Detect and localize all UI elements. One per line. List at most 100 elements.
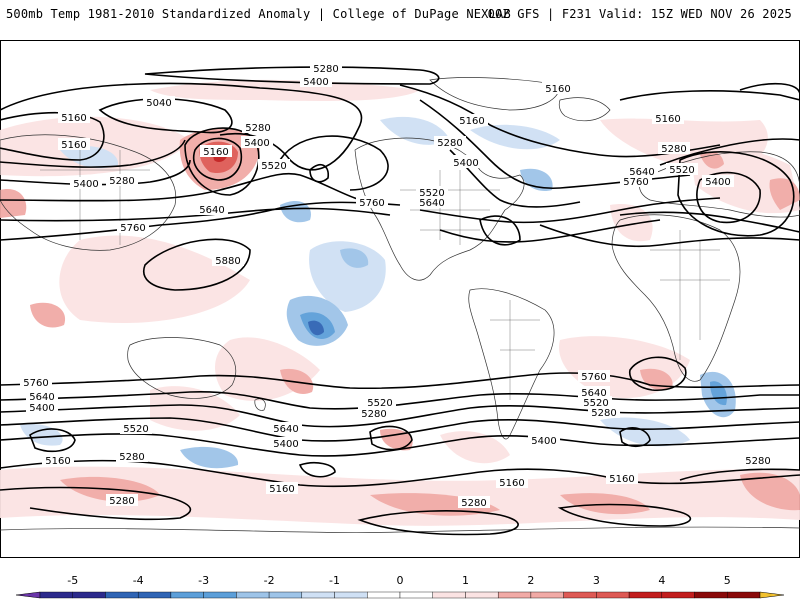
colorbar-boxes (15, 591, 785, 599)
svg-text:5400: 5400 (244, 138, 269, 149)
svg-text:5280: 5280 (361, 409, 386, 420)
anomaly-colorbar: -5 -4 -3 -2 -1 0 1 2 3 4 5 (15, 574, 785, 599)
svg-text:5520: 5520 (123, 424, 148, 435)
height-contours (0, 66, 800, 536)
svg-text:5160: 5160 (459, 116, 484, 127)
svg-text:5640: 5640 (581, 388, 606, 399)
label-5280-eu: 5280 (658, 142, 690, 155)
label-5640-atl: 5640 (416, 196, 448, 209)
svg-text:5400: 5400 (453, 158, 478, 169)
label-5040: 5040 (143, 96, 175, 109)
colorbar-box (72, 591, 106, 599)
svg-text:5760: 5760 (581, 372, 606, 383)
svg-text:5160: 5160 (61, 140, 86, 151)
svg-text:5280: 5280 (461, 498, 486, 509)
svg-text:5280: 5280 (109, 176, 134, 187)
anomaly-shading (0, 79, 800, 526)
label-5280-w: 5280 (106, 174, 138, 187)
colorbar-box (694, 591, 728, 599)
label-5400-mid: 5400 (270, 437, 302, 450)
label-5280-sp2: 5280 (458, 496, 490, 509)
label-5640-sw: 5640 (26, 390, 58, 403)
label-5880: 5880 (212, 254, 244, 267)
svg-text:5280: 5280 (109, 496, 134, 507)
svg-text:5880: 5880 (215, 256, 240, 267)
svg-text:5640: 5640 (273, 424, 298, 435)
colorbar-tick-label: -1 (329, 574, 340, 587)
label-5280-sw: 5280 (116, 450, 148, 463)
colorbar-box (432, 591, 466, 599)
colorbar-box (661, 591, 695, 599)
label-5160-sa: 5160 (496, 476, 528, 489)
colorbar-tick-label: 3 (593, 574, 600, 587)
label-5160-sw: 5160 (42, 454, 74, 467)
svg-text:5160: 5160 (203, 147, 228, 158)
colorbar-tick-label: -3 (198, 574, 209, 587)
colorbar-box (628, 591, 663, 599)
colorbar-box (367, 591, 401, 599)
colorbar-ticks: -5 -4 -3 -2 -1 0 1 2 3 4 5 (67, 574, 731, 587)
label-5760-wp: 5760 (117, 221, 149, 234)
colorbar-tick-label: -4 (133, 574, 144, 587)
colorbar-tick-label: -5 (67, 574, 78, 587)
label-5160-si: 5160 (606, 472, 638, 485)
anomaly-map: 5280 5400 5160 5040 5160 5280 5400 5160 … (0, 40, 800, 558)
colorbar-box (399, 591, 433, 599)
svg-text:5280: 5280 (591, 408, 616, 419)
label-5160-eu: 5160 (652, 112, 684, 125)
label-5640-sa: 5640 (578, 386, 610, 399)
label-5760-na: 5760 (356, 196, 388, 209)
svg-text:5640: 5640 (419, 198, 444, 209)
label-5640-eu: 5640 (626, 165, 658, 178)
svg-text:5280: 5280 (745, 456, 770, 467)
svg-text:5400: 5400 (303, 77, 328, 88)
svg-text:5520: 5520 (669, 165, 694, 176)
colorbar-tick-label: -2 (264, 574, 275, 587)
colorbar-box (268, 591, 303, 599)
label-5280-mid: 5280 (358, 407, 390, 420)
label-5160-atl: 5160 (542, 82, 574, 95)
svg-text:5040: 5040 (146, 98, 171, 109)
label-5520-sw: 5520 (120, 422, 152, 435)
label-5280-ak: 5280 (242, 121, 274, 134)
colorbar-box (170, 591, 204, 599)
svg-text:5520: 5520 (419, 188, 444, 199)
svg-text:5160: 5160 (61, 113, 86, 124)
label-5160-w: 5160 (58, 111, 90, 124)
label-5280-top: 5280 (310, 62, 342, 75)
svg-text:5640: 5640 (199, 205, 224, 216)
colorbar-high-end (759, 591, 785, 599)
colorbar-box (236, 591, 270, 599)
svg-text:5160: 5160 (269, 484, 294, 495)
label-5400-eu: 5400 (702, 175, 734, 188)
colorbar-box (301, 591, 335, 599)
label-5760-sa: 5760 (578, 370, 610, 383)
header: 500mb Temp 1981-2010 Standardized Anomal… (0, 0, 800, 40)
svg-text:5760: 5760 (120, 223, 145, 234)
colorbar-box (137, 591, 172, 599)
colorbar-box (596, 591, 630, 599)
svg-text:5760: 5760 (359, 198, 384, 209)
label-5520-sa: 5520 (580, 396, 612, 409)
coastlines (0, 77, 800, 533)
svg-text:5160: 5160 (609, 474, 634, 485)
svg-text:5520: 5520 (583, 398, 608, 409)
label-5400-ak: 5400 (241, 136, 273, 149)
colorbar-box (497, 591, 532, 599)
label-5760-eu: 5760 (620, 175, 652, 188)
svg-text:5400: 5400 (531, 436, 556, 447)
svg-text:5760: 5760 (623, 177, 648, 188)
svg-text:5280: 5280 (119, 452, 144, 463)
label-5520-np: 5520 (258, 159, 290, 172)
svg-text:5160: 5160 (45, 456, 70, 467)
svg-text:5160: 5160 (499, 478, 524, 489)
label-5160-na: 5160 (456, 114, 488, 127)
svg-text:5280: 5280 (661, 144, 686, 155)
label-5400-atl: 5400 (450, 156, 482, 169)
map-title: 500mb Temp 1981-2010 Standardized Anomal… (6, 7, 511, 21)
svg-text:5520: 5520 (367, 398, 392, 409)
svg-text:5400: 5400 (273, 439, 298, 450)
label-5520-eu: 5520 (666, 163, 698, 176)
svg-text:5280: 5280 (245, 123, 270, 134)
label-5400-np: 5400 (300, 75, 332, 88)
